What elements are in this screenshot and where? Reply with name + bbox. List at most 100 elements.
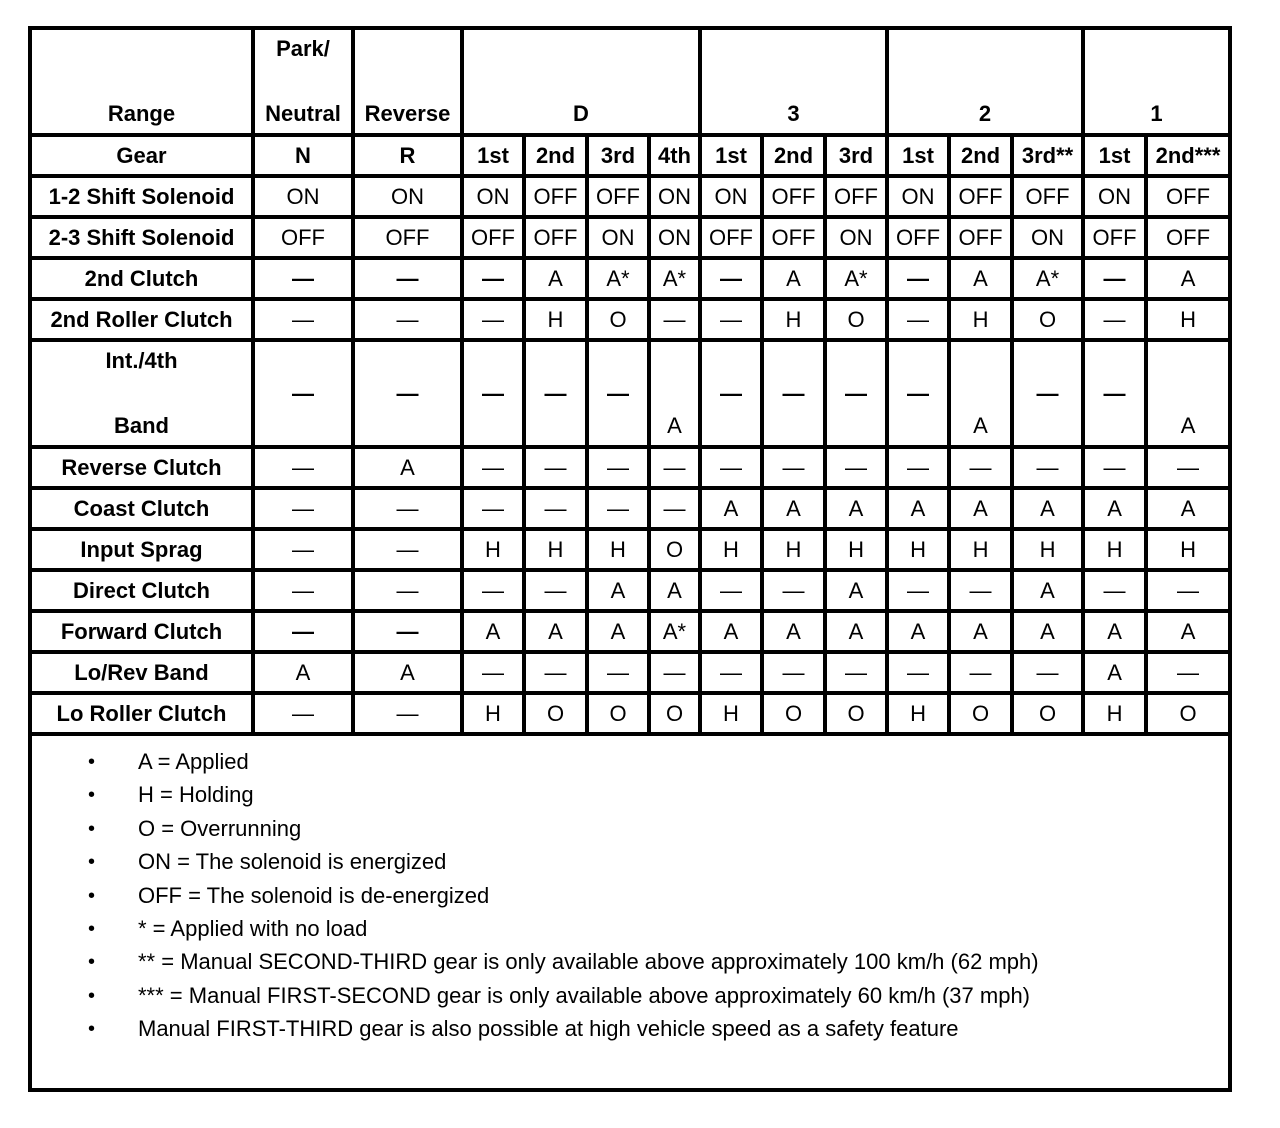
table-cell: — — [647, 445, 702, 490]
cell-value: — — [1036, 380, 1059, 406]
table-cell: OFF — [698, 215, 764, 260]
table-row: 1-2 Shift Solenoid ON ON ON OFF OFF ON ON OFF OFF… — [32, 174, 1229, 219]
table-cell: A — [1081, 486, 1149, 531]
gear-header-cell: R — [351, 133, 464, 178]
table-cell: OFF — [947, 174, 1015, 219]
table-cell: A — [522, 256, 589, 301]
table-row: Forward Clutch — — A A A A* A A A A A A A A — [32, 609, 1229, 654]
row-label: Lo Roller Clutch — [32, 691, 255, 736]
table-cell: — — [585, 650, 651, 695]
table-cell: O — [822, 297, 890, 342]
bullet-icon: • — [88, 984, 96, 1007]
bullet-icon: • — [88, 951, 96, 974]
note-text: O = Overrunning — [138, 815, 302, 841]
gear-header-cell: 1st — [698, 133, 764, 178]
range-header-row: Range Park/Neutral Reverse D 3 2 1 — [32, 30, 1229, 137]
table-cell: — — [460, 338, 526, 449]
note-text: OFF = The solenoid is de-energized — [138, 882, 490, 908]
table-cell: — — [460, 486, 526, 531]
table-cell: — — [522, 445, 589, 490]
component-application-table: Range Park/Neutral Reverse D 3 2 1 Gear N R 1st 2nd… — [32, 30, 1229, 736]
table-cell: A — [1144, 609, 1229, 654]
range-header-wrap: 2 — [891, 30, 1079, 131]
table-cell: — — [351, 486, 464, 531]
cell-value: — — [292, 380, 314, 406]
table-cell: A — [760, 609, 827, 654]
table-cell: OFF — [1010, 174, 1086, 219]
cell-wrap: A — [1150, 344, 1228, 443]
row-label-top: Int./4th — [105, 348, 178, 373]
table-cell: — — [698, 445, 764, 490]
row-label-bottom: Band — [114, 413, 169, 438]
bullet-icon: • — [88, 851, 96, 874]
table-cell: H — [585, 527, 651, 572]
range-header-wrap: Park/Neutral — [257, 30, 349, 131]
table-cell: A* — [1010, 256, 1086, 301]
note-text: A = Applied — [138, 749, 249, 774]
note-item: • A = Applied — [32, 748, 1228, 781]
gear-header-cell: 3rd — [822, 133, 890, 178]
table-cell: OFF — [251, 215, 355, 260]
table-cell: — — [1081, 568, 1149, 613]
table-cell: H — [460, 527, 526, 572]
table-cell: OFF — [947, 215, 1015, 260]
table-cell: OFF — [1081, 215, 1149, 260]
table-cell: — — [460, 445, 526, 490]
table-cell: ON — [251, 174, 355, 219]
table-cell: — — [822, 445, 890, 490]
row-label: Lo/Rev Band — [32, 650, 255, 695]
range-header-name: 1 — [1150, 101, 1163, 126]
note-text: Manual FIRST-THIRD gear is also possible… — [138, 1016, 959, 1042]
cell-wrap: — — [257, 344, 349, 443]
row-label: Coast Clutch — [32, 486, 255, 531]
gear-header-cell: 3rd — [585, 133, 651, 178]
table-cell: OFF — [351, 215, 464, 260]
table-cell: O — [585, 297, 651, 342]
row-label: 1-2 Shift Solenoid — [32, 174, 255, 219]
table-cell: H — [1144, 297, 1229, 342]
table-cell: H — [698, 527, 764, 572]
table-cell: A — [647, 338, 702, 449]
table-cell: A — [947, 609, 1015, 654]
table-cell: H — [822, 527, 890, 572]
gear-label: Gear — [32, 133, 255, 178]
range-header-cell: Park/Neutral — [251, 30, 355, 137]
table-cell: ON — [885, 174, 952, 219]
table-cell: OFF — [522, 174, 589, 219]
table-cell: — — [1144, 445, 1229, 490]
table-cell: — — [460, 650, 526, 695]
table-cell: H — [698, 691, 764, 736]
note-item: • Manual FIRST-THIRD gear is also possibl… — [32, 1015, 1228, 1048]
table-cell: H — [1010, 527, 1086, 572]
table-cell: H — [885, 527, 952, 572]
range-header-wrap: Reverse — [357, 30, 458, 131]
cell-wrap: A — [953, 344, 1008, 443]
table-cell: — — [1081, 256, 1149, 301]
gear-header-cell: 1st — [885, 133, 952, 178]
table-cell: A — [822, 609, 890, 654]
table-cell: ON — [822, 215, 890, 260]
table-cell: — — [351, 256, 464, 301]
row-label: 2-3 Shift Solenoid — [32, 215, 255, 260]
table-cell: A — [351, 445, 464, 490]
cell-wrap: A — [653, 344, 696, 443]
row-label: Reverse Clutch — [32, 445, 255, 490]
table-row: Input Sprag — — H H H O H H H H H H H H — [32, 527, 1229, 572]
gear-header-cell: 2nd*** — [1144, 133, 1229, 178]
cell-wrap: — — [1087, 344, 1142, 443]
gear-header-cell: 2nd — [760, 133, 827, 178]
table-cell: ON — [1010, 215, 1086, 260]
cell-value: A — [667, 413, 682, 438]
table-cell: A — [760, 256, 827, 301]
range-label-cell: Range — [32, 30, 255, 137]
table-cell: — — [698, 568, 764, 613]
range-header-wrap: 1 — [1087, 30, 1228, 131]
range-header-name: D — [573, 101, 589, 126]
range-header-top: Park/ — [276, 36, 330, 61]
table-cell: — — [1010, 338, 1086, 449]
table-cell: OFF — [760, 174, 827, 219]
table-cell: — — [251, 691, 355, 736]
table-cell: OFF — [822, 174, 890, 219]
table-cell: — — [698, 338, 764, 449]
table-cell: — — [885, 650, 952, 695]
